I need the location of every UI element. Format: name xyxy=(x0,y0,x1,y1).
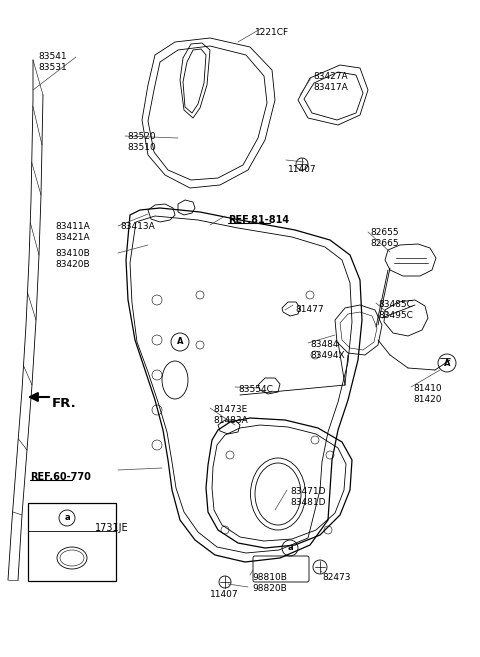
Text: 83510: 83510 xyxy=(127,143,156,152)
Text: 83495C: 83495C xyxy=(378,311,413,320)
Text: 82655: 82655 xyxy=(370,228,398,237)
Text: A: A xyxy=(177,338,183,346)
Text: 82473: 82473 xyxy=(322,573,350,582)
Text: 83420B: 83420B xyxy=(55,260,90,269)
Text: 1731JE: 1731JE xyxy=(95,523,129,533)
Text: 83410B: 83410B xyxy=(55,249,90,258)
Text: 81473E: 81473E xyxy=(213,405,247,414)
Text: 98810B: 98810B xyxy=(252,573,287,582)
Text: 81410: 81410 xyxy=(413,384,442,393)
Text: a: a xyxy=(64,514,70,522)
Text: 83481D: 83481D xyxy=(290,498,325,507)
Text: 83421A: 83421A xyxy=(55,233,90,242)
Text: 83520: 83520 xyxy=(127,132,156,141)
Text: 83541: 83541 xyxy=(38,52,67,61)
Text: 83485C: 83485C xyxy=(378,300,413,309)
Text: 98820B: 98820B xyxy=(252,584,287,593)
Text: 83411A: 83411A xyxy=(55,222,90,231)
Text: FR.: FR. xyxy=(52,397,77,410)
Text: 11407: 11407 xyxy=(288,165,317,174)
Text: 83484: 83484 xyxy=(310,340,338,349)
Text: 83427A: 83427A xyxy=(313,72,348,81)
Text: 83471D: 83471D xyxy=(290,487,325,496)
Text: REF.81-814: REF.81-814 xyxy=(228,215,289,225)
Text: 83417A: 83417A xyxy=(313,83,348,92)
Text: a: a xyxy=(287,543,293,553)
Text: 82665: 82665 xyxy=(370,239,398,248)
Text: REF.60-770: REF.60-770 xyxy=(30,472,91,482)
Text: 83554C: 83554C xyxy=(238,385,273,394)
Text: 83494X: 83494X xyxy=(310,351,345,360)
Text: A: A xyxy=(444,359,450,367)
Text: 11407: 11407 xyxy=(210,590,239,599)
Text: 83531: 83531 xyxy=(38,63,67,72)
Text: 1221CF: 1221CF xyxy=(255,28,289,37)
Text: 81483A: 81483A xyxy=(213,416,248,425)
Text: 81420: 81420 xyxy=(413,395,442,404)
Text: 81477: 81477 xyxy=(295,305,324,314)
Text: 83413A: 83413A xyxy=(120,222,155,231)
